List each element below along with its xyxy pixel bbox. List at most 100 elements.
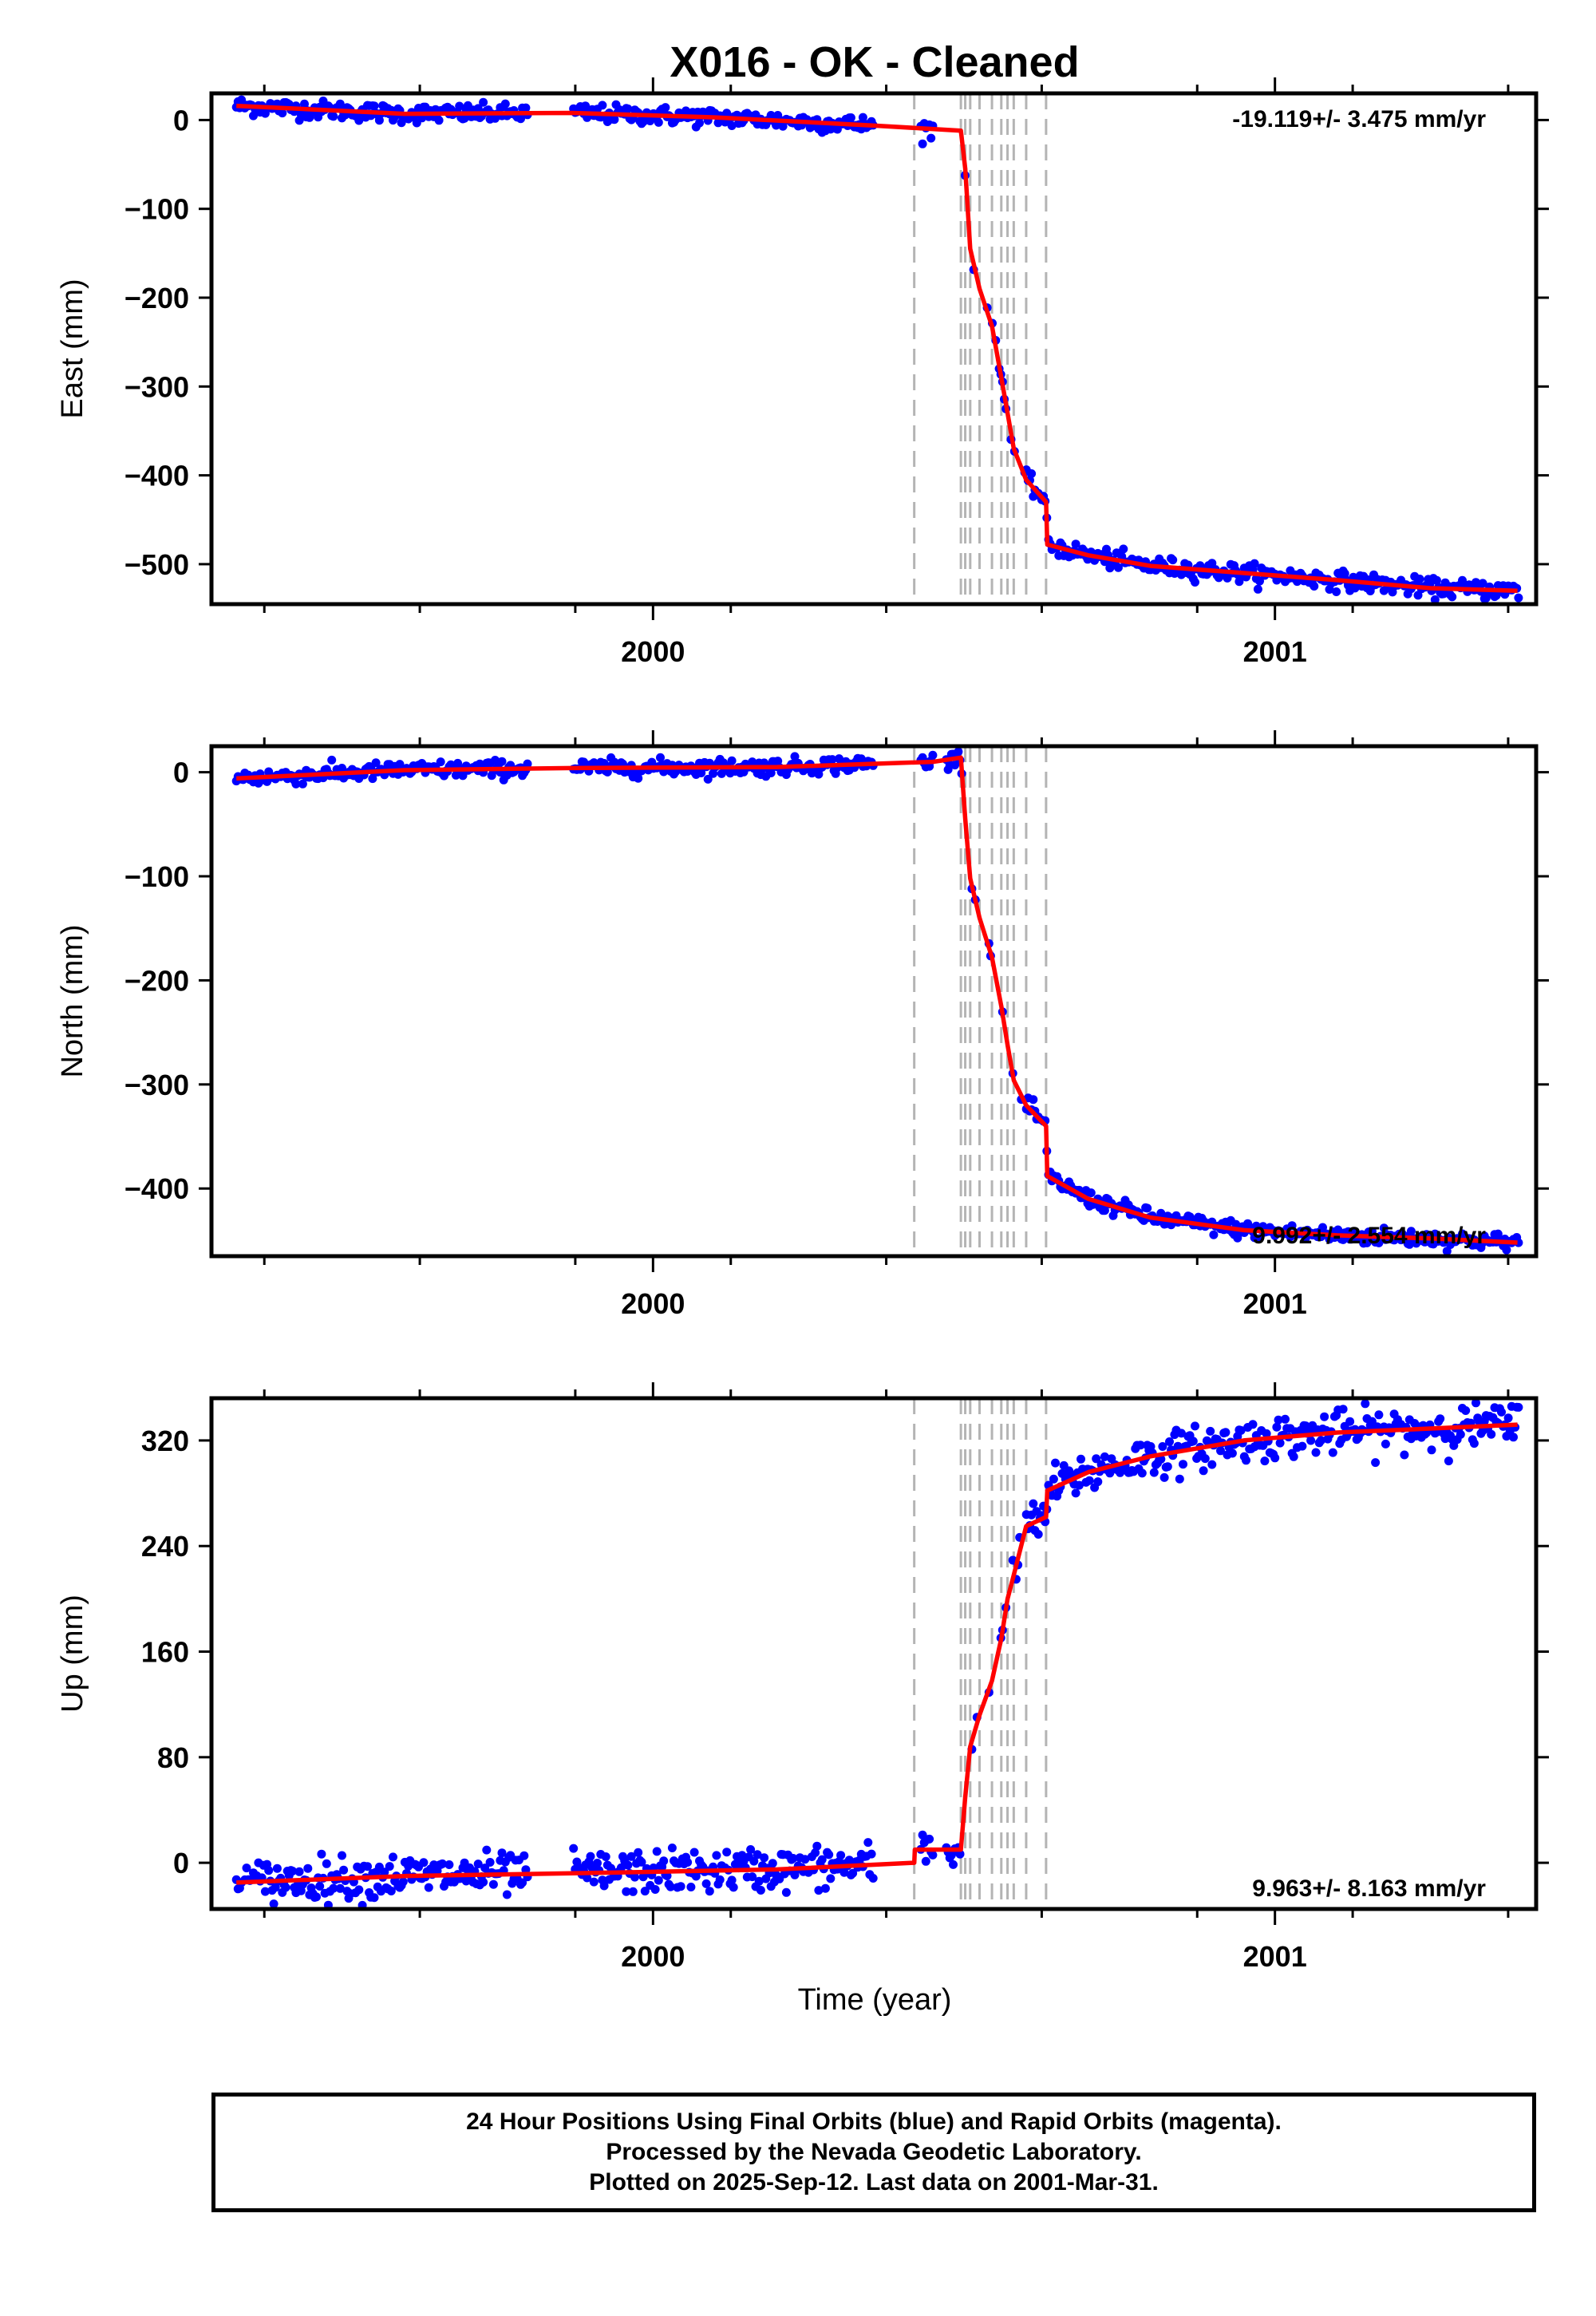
data-point — [1514, 1402, 1523, 1412]
data-point — [701, 1879, 711, 1888]
x-tick-label: 2000 — [621, 635, 685, 668]
data-point — [628, 1887, 638, 1896]
data-point — [1340, 569, 1349, 579]
data-point — [1231, 1219, 1241, 1229]
data-point — [569, 1844, 579, 1853]
data-point — [689, 1848, 699, 1857]
data-point — [839, 1867, 849, 1877]
data-point — [434, 116, 444, 125]
data-point — [1432, 575, 1441, 585]
data-point — [455, 101, 464, 111]
data-point — [955, 1849, 965, 1859]
data-point — [867, 1849, 876, 1859]
data-point — [1084, 1476, 1094, 1485]
data-point — [335, 99, 345, 109]
data-point — [828, 755, 837, 765]
y-axis-title: East (mm) — [56, 279, 89, 418]
data-point — [858, 113, 867, 122]
data-point — [1163, 1462, 1172, 1472]
data-point — [369, 1893, 379, 1903]
data-point — [460, 113, 469, 123]
data-point — [634, 1848, 643, 1857]
y-tick-label: −100 — [124, 860, 189, 893]
panel-2: 0 −100 −200 −300 −400 2000 2001 North (mm) 9.992… — [56, 730, 1549, 1320]
data-point — [654, 117, 663, 127]
data-points — [231, 1398, 1523, 1909]
data-point — [518, 1878, 527, 1887]
data-point — [315, 1882, 325, 1891]
data-point — [1281, 1414, 1290, 1424]
data-point — [519, 1851, 529, 1860]
data-point — [264, 1866, 274, 1875]
data-point — [1487, 1429, 1496, 1439]
data-point — [824, 1850, 834, 1860]
data-point — [242, 1863, 251, 1873]
data-point — [389, 1852, 397, 1862]
data-point — [1173, 1441, 1183, 1451]
footer-line-3: Plotted on 2025-Sep-12. Last data on 200… — [589, 2169, 1159, 2195]
data-point — [654, 1875, 663, 1885]
y-axis-title: North (mm) — [56, 924, 89, 1077]
data-point — [1371, 1458, 1381, 1468]
data-point — [623, 1860, 633, 1870]
data-point — [727, 1875, 737, 1885]
data-point — [338, 764, 346, 773]
data-point — [260, 1887, 270, 1896]
data-point — [926, 133, 936, 143]
data-point — [1456, 1429, 1465, 1439]
data-point — [601, 1852, 610, 1861]
y-tick-label: −100 — [124, 193, 189, 226]
data-point — [1400, 1450, 1409, 1460]
model-line — [236, 1422, 1518, 1885]
data-point — [820, 1883, 830, 1893]
data-point — [479, 1877, 488, 1887]
data-point — [497, 757, 507, 766]
data-point — [712, 1851, 721, 1860]
data-point — [1143, 1203, 1152, 1213]
data-point — [949, 1860, 958, 1869]
y-tick-label: −300 — [124, 370, 189, 403]
data-point — [523, 759, 532, 769]
data-point — [1206, 1426, 1215, 1436]
data-point — [419, 1858, 429, 1867]
x-tick-label: 2001 — [1243, 1287, 1307, 1320]
data-point — [385, 1862, 394, 1871]
data-point — [497, 1848, 507, 1858]
data-point — [1272, 1422, 1282, 1432]
data-point — [371, 758, 381, 768]
data-point — [1381, 1439, 1390, 1448]
data-point — [1221, 1428, 1231, 1437]
data-point — [444, 1860, 454, 1869]
data-point — [686, 1883, 696, 1891]
data-point — [271, 1883, 280, 1892]
data-point — [616, 1863, 626, 1872]
data-point — [1478, 579, 1487, 588]
data-point — [500, 99, 510, 109]
data-point — [846, 113, 855, 122]
data-point — [1119, 544, 1128, 554]
data-point — [1191, 578, 1199, 587]
y-tick-label: 0 — [173, 104, 189, 136]
data-point — [921, 1856, 930, 1866]
data-point — [485, 1858, 495, 1867]
panel-1: 0 −100 −200 −300 −400 −500 2000 2001 East (mm) -1… — [56, 77, 1549, 668]
data-point — [925, 1834, 934, 1844]
data-point — [1071, 539, 1080, 549]
data-point — [599, 1881, 609, 1891]
data-point — [437, 1859, 447, 1868]
y-tick-label: 80 — [157, 1741, 189, 1774]
data-point — [1274, 1415, 1283, 1425]
data-point — [1374, 1410, 1384, 1420]
data-point — [683, 1858, 693, 1867]
data-point — [1316, 1436, 1325, 1445]
data-point — [1149, 1468, 1159, 1477]
x-tick-label: 2001 — [1243, 1940, 1307, 1973]
data-point — [1027, 469, 1037, 478]
data-points — [231, 95, 1523, 604]
data-point — [288, 1867, 298, 1875]
data-point — [1275, 1438, 1285, 1448]
data-point — [623, 104, 633, 113]
data-point — [836, 1851, 846, 1860]
data-point — [1514, 593, 1523, 603]
data-point — [1448, 592, 1457, 602]
